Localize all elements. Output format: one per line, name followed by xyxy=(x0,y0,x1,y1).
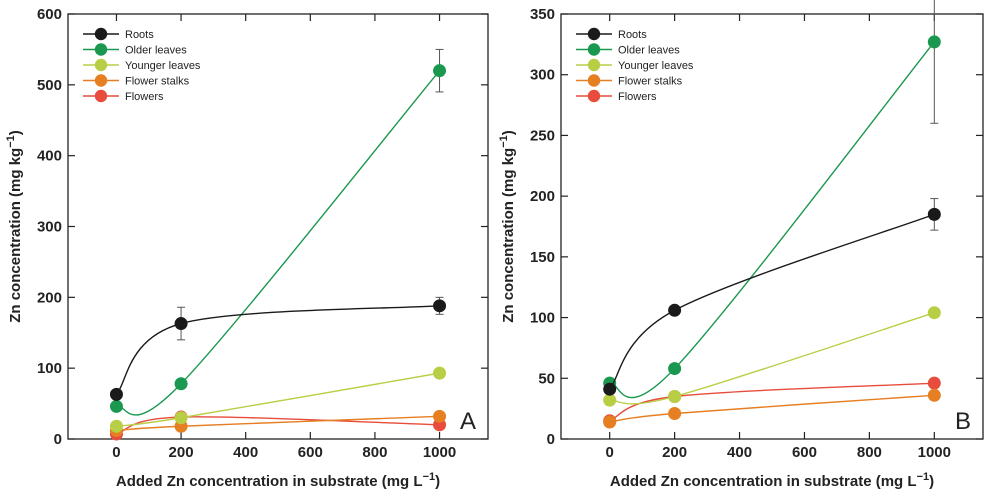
y-tick-label: 0 xyxy=(547,431,555,448)
series-younger-leaves xyxy=(109,366,447,433)
y-tick-label: 100 xyxy=(530,310,555,327)
y-tick-label: 100 xyxy=(37,360,62,377)
data-point xyxy=(433,64,447,78)
legend-label-flowers: Flowers xyxy=(618,91,657,103)
legend-label-flower-stalks: Flower stalks xyxy=(618,76,683,88)
y-tick-label: 400 xyxy=(37,148,62,165)
series-line-roots xyxy=(609,213,935,390)
y-tick-label: 50 xyxy=(538,370,555,387)
legend-marker-older-leaves xyxy=(587,43,601,56)
y-tick-label: 600 xyxy=(37,6,62,23)
legend-label-younger-leaves: Younger leaves xyxy=(125,60,201,72)
data-point xyxy=(668,390,682,403)
legend-marker-flowers xyxy=(94,89,108,103)
x-tick-label: 800 xyxy=(857,444,882,461)
x-tick-label: 400 xyxy=(233,444,258,461)
series-younger-leaves xyxy=(603,306,941,407)
data-point xyxy=(174,377,188,391)
series-line-flowers xyxy=(116,416,440,435)
data-point xyxy=(668,303,682,317)
series-flowers xyxy=(109,410,447,441)
legend-marker-roots xyxy=(587,27,601,41)
x-axis-label: Added Zn concentration in substrate (mg … xyxy=(116,471,440,490)
data-point xyxy=(433,366,447,380)
y-tick-label: 300 xyxy=(37,219,62,236)
series-line-younger-leaves xyxy=(116,372,440,427)
x-tick-label: 400 xyxy=(727,444,752,461)
data-point xyxy=(174,317,188,331)
data-point xyxy=(109,387,123,401)
data-point xyxy=(927,207,941,221)
x-tick-label: 200 xyxy=(169,444,194,461)
series-roots xyxy=(603,198,941,396)
panel-letter: B xyxy=(955,408,971,435)
y-tick-label: 350 xyxy=(530,6,555,23)
series-line-younger-leaves xyxy=(609,312,935,405)
y-tick-label: 200 xyxy=(37,289,62,306)
series-older-leaves xyxy=(109,48,447,416)
series-line-roots xyxy=(115,305,440,395)
series-line-older-leaves xyxy=(609,41,935,399)
x-tick-label: 1000 xyxy=(423,444,456,461)
data-point xyxy=(433,409,447,423)
data-point xyxy=(174,411,188,425)
x-tick-label: 0 xyxy=(606,444,614,461)
legend-label-older-leaves: Older leaves xyxy=(125,45,187,57)
y-axis-label: Zn concentration (mg kg−1) xyxy=(5,130,24,323)
x-tick-label: 200 xyxy=(662,444,687,461)
x-tick-label: 600 xyxy=(298,444,323,461)
data-point xyxy=(927,306,941,320)
series-line-flowers xyxy=(609,382,935,422)
legend-label-roots: Roots xyxy=(125,29,154,41)
data-point xyxy=(927,35,941,49)
data-point xyxy=(433,299,447,313)
series-line-older-leaves xyxy=(116,70,441,416)
legend-marker-roots xyxy=(94,27,108,41)
series-roots xyxy=(109,296,447,401)
x-axis-label: Added Zn concentration in substrate (mg … xyxy=(610,471,934,490)
legend-label-roots: Roots xyxy=(618,29,647,41)
data-point xyxy=(603,415,617,429)
y-tick-label: 250 xyxy=(530,127,555,144)
y-tick-label: 300 xyxy=(530,67,555,84)
series-line-flower-stalks xyxy=(609,394,935,423)
y-tick-label: 500 xyxy=(37,77,62,94)
chart-panel-a: 0 100 200 300 400 500 600 0 200 400 600 800 1000 Adde… xyxy=(5,6,489,490)
data-point xyxy=(603,382,617,396)
legend-marker-younger-leaves xyxy=(94,58,108,72)
y-axis-label: Zn concentration (mg kg−1) xyxy=(498,130,517,323)
chart-panel-b: 0 50 100 150 200 250 300 350 0 200 400 600 800 1000 Ad… xyxy=(498,0,984,490)
data-point xyxy=(109,399,123,413)
data-point xyxy=(603,393,617,407)
x-tick-label: 1000 xyxy=(918,444,951,461)
legend-marker-flower-stalks xyxy=(94,74,108,87)
legend-marker-older-leaves xyxy=(94,43,108,56)
legend-marker-flower-stalks xyxy=(587,74,601,87)
data-point xyxy=(109,419,123,433)
data-point xyxy=(668,362,682,376)
legend-label-younger-leaves: Younger leaves xyxy=(618,60,694,72)
series-flower-stalks xyxy=(603,388,941,429)
legend-label-older-leaves: Older leaves xyxy=(618,45,680,57)
legend-marker-flowers xyxy=(587,89,601,103)
plot-frame xyxy=(560,13,984,440)
data-point xyxy=(668,407,682,420)
y-tick-label: 0 xyxy=(54,431,62,448)
data-point xyxy=(927,388,941,402)
legend-label-flowers: Flowers xyxy=(125,91,164,103)
x-tick-label: 600 xyxy=(792,444,817,461)
data-point xyxy=(927,376,941,390)
legend-label-flower-stalks: Flower stalks xyxy=(125,76,190,88)
x-tick-label: 800 xyxy=(362,444,387,461)
y-tick-label: 150 xyxy=(530,249,555,266)
legend-marker-younger-leaves xyxy=(587,58,601,72)
series-line-flower-stalks xyxy=(116,415,440,432)
y-tick-label: 200 xyxy=(530,188,555,205)
panel-letter: A xyxy=(460,408,476,435)
x-tick-label: 0 xyxy=(112,444,120,461)
